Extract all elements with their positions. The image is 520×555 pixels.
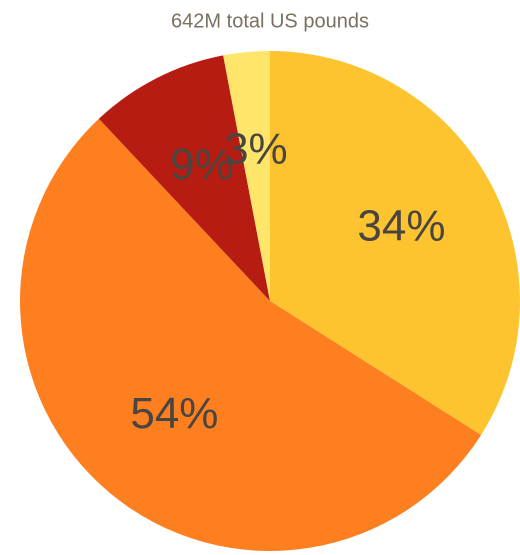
pie-slice [20,118,482,551]
chart-title: 642M total US pounds [171,10,369,32]
slice-label: 34% [357,201,445,250]
slice-label: 3% [224,124,288,173]
pie-slice [270,51,520,435]
slice-label: 9% [170,140,234,189]
slice-label: 54% [130,389,218,438]
pie-slice [98,55,270,301]
pie-slice [223,51,270,301]
